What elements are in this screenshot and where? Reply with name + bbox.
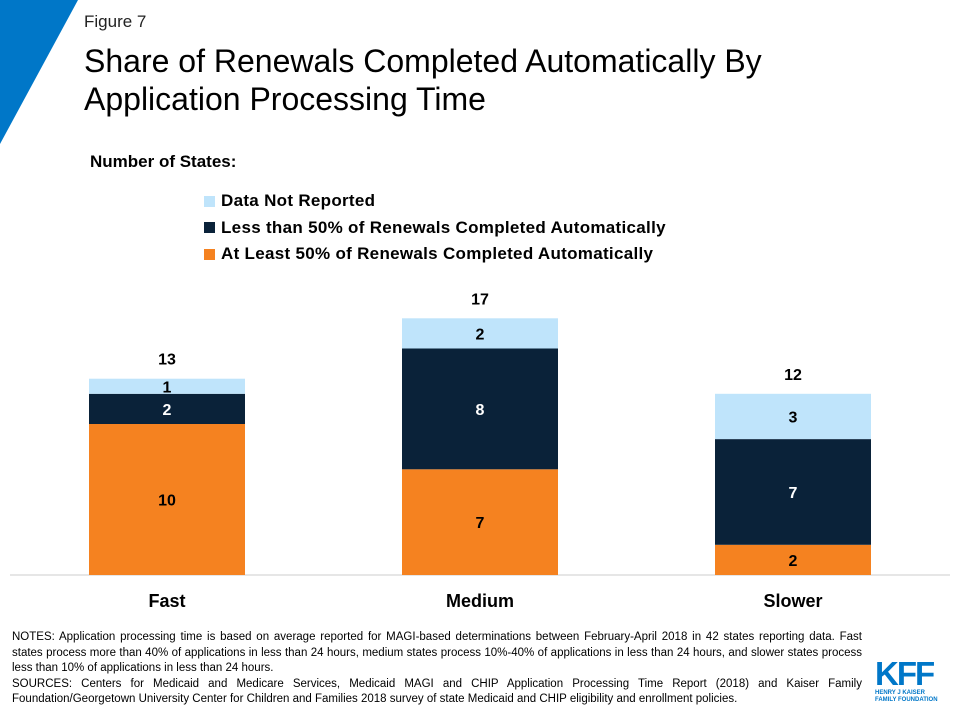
- legend-label: Less than 50% of Renewals Completed Auto…: [221, 217, 666, 237]
- logo-mark: KFF: [875, 655, 935, 692]
- legend-label: Data Not Reported: [221, 191, 376, 211]
- bar-medium-at-least-50-of-renewals-completed-automatically: [402, 469, 558, 575]
- logo-line2: FAMILY FOUNDATION: [875, 697, 938, 703]
- bar-slower-at-least-50-of-renewals-completed-automatically: [715, 544, 871, 575]
- notes-text: NOTES: Application processing time is ba…: [12, 631, 862, 674]
- data-label: 2: [789, 553, 798, 570]
- legend-title: Number of States:: [90, 152, 237, 171]
- legend-swatch: [204, 248, 215, 260]
- bar-slower-data-not-reported: [715, 393, 871, 440]
- legend-item-data-not-reported: Data Not Reported: [204, 188, 666, 215]
- legend-label: At Least 50% of Renewals Completed Autom…: [221, 244, 654, 264]
- legend-swatch: [204, 222, 215, 234]
- kff-logo: KFF HENRY J KAISER FAMILY FOUNDATION: [875, 655, 947, 704]
- figure-label: Figure 7: [84, 12, 147, 31]
- total-label: 17: [471, 291, 489, 308]
- data-label: 1: [163, 379, 172, 396]
- category-label: Fast: [148, 591, 185, 611]
- legend-swatch: [204, 195, 215, 207]
- data-label: 2: [163, 402, 172, 419]
- bar-fast-at-least-50-of-renewals-completed-automatically: [89, 424, 245, 575]
- legend: Data Not Reported Less than 50% of Renew…: [204, 188, 666, 268]
- data-label: 2: [476, 326, 485, 343]
- footnotes: NOTES: Application processing time is ba…: [12, 630, 862, 708]
- logo-line1: HENRY J KAISER: [875, 690, 926, 696]
- chart-title: Share of Renewals Completed Automaticall…: [84, 43, 762, 117]
- bar-fast-less-than-50-of-renewals-completed-automatically: [89, 393, 245, 424]
- data-label: 8: [476, 402, 485, 419]
- bar-fast-data-not-reported: [89, 378, 245, 394]
- category-label: Slower: [763, 591, 822, 611]
- bar-slower-less-than-50-of-renewals-completed-automatically: [715, 439, 871, 545]
- bar-medium-less-than-50-of-renewals-completed-automatically: [402, 348, 558, 470]
- category-label: Medium: [446, 591, 514, 611]
- stacked-bar-chart: 10 2 1 13 Fast 7 8 2 17 Medium 2 7 3 12 Slower: [10, 291, 950, 611]
- data-label: 3: [789, 409, 798, 426]
- data-label: 10: [158, 493, 176, 510]
- bar-medium-data-not-reported: [402, 318, 558, 349]
- total-label: 13: [158, 352, 176, 369]
- data-label: 7: [789, 485, 798, 502]
- corner-accent: [0, 0, 78, 144]
- legend-item-at-least-50: At Least 50% of Renewals Completed Autom…: [204, 241, 666, 268]
- sources-text: SOURCES: Centers for Medicaid and Medica…: [12, 677, 862, 706]
- total-label: 12: [784, 367, 802, 384]
- legend-item-less-than-50: Less than 50% of Renewals Completed Auto…: [204, 215, 666, 242]
- data-label: 7: [476, 515, 485, 532]
